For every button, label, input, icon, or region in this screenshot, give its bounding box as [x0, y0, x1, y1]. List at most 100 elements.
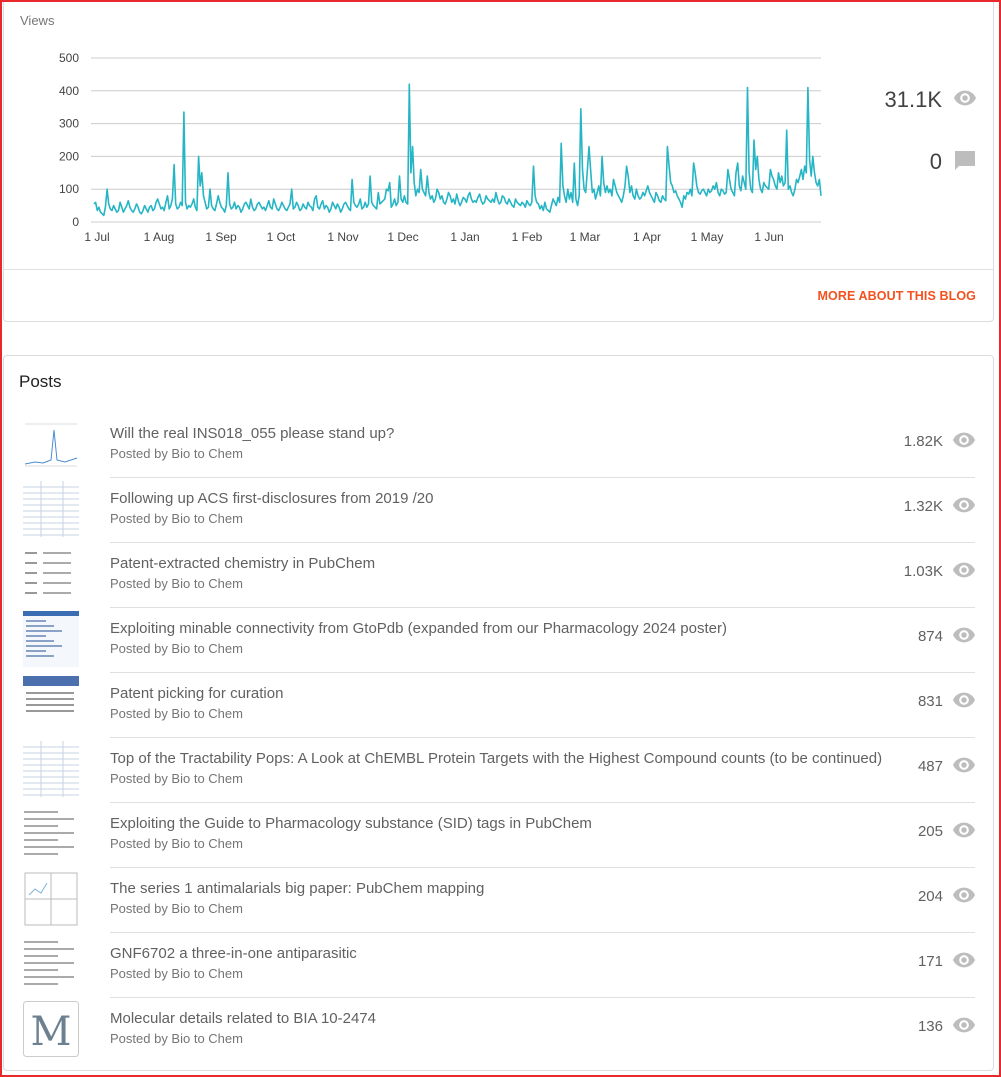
post-view-count: 874 — [917, 628, 943, 645]
grid-thumb-icon[interactable] — [23, 871, 79, 927]
post-byline: Posted by Bio to Chem — [110, 576, 243, 591]
more-about-blog-link[interactable]: MORE ABOUT THIS BLOG — [817, 289, 976, 303]
post-row[interactable]: The series 1 antimalarials big paper: Pu… — [19, 868, 975, 933]
table-thumb-icon[interactable] — [23, 741, 79, 797]
eye-icon — [953, 1017, 975, 1038]
post-byline: Posted by Bio to Chem — [110, 836, 243, 851]
post-view-count: 204 — [917, 888, 943, 905]
eye-icon — [953, 692, 975, 713]
post-byline: Posted by Bio to Chem — [110, 446, 243, 461]
row-divider — [110, 932, 975, 933]
poster-thumb-icon[interactable] — [23, 611, 79, 667]
row-divider — [110, 672, 975, 673]
x-tick-label: 1 Sep — [205, 230, 237, 244]
post-byline: Posted by Bio to Chem — [110, 511, 243, 526]
post-view-count: 205 — [917, 823, 943, 840]
eye-icon — [953, 562, 975, 583]
svg-text:M: M — [31, 1009, 72, 1055]
row-divider — [110, 737, 975, 738]
row-divider — [110, 997, 975, 998]
views-series-line — [93, 83, 822, 217]
table-thumb-icon[interactable] — [23, 481, 79, 537]
row-divider — [110, 802, 975, 803]
stats-divider — [4, 269, 993, 270]
post-title[interactable]: Molecular details related to BIA 10-2474 — [110, 1010, 376, 1027]
post-row[interactable]: Patent-extracted chemistry in PubChem Pos… — [19, 543, 975, 608]
views-chart: 0 100 200 300 400 500 1 Jul 1 Aug 1 Sep 1 Oct 1 No… — [59, 51, 822, 244]
text-thumb-icon[interactable] — [23, 936, 79, 992]
post-row[interactable]: Exploiting minable connectivity from Gto… — [19, 608, 975, 673]
x-tick-label: 1 Mar — [570, 230, 601, 244]
post-row[interactable]: Patent picking for curation Posted by Bio… — [19, 673, 975, 738]
views-label: Views — [20, 13, 55, 28]
post-view-count: 1.82K — [903, 433, 943, 450]
post-view-count: 1.32K — [903, 498, 943, 515]
post-byline: Posted by Bio to Chem — [110, 706, 243, 721]
post-byline: Posted by Bio to Chem — [110, 771, 243, 786]
list-thumb-icon[interactable] — [23, 546, 79, 602]
x-tick-label: 1 Dec — [387, 230, 418, 244]
post-row[interactable]: Will the real INS018_055 please stand up… — [19, 413, 975, 478]
post-byline: Posted by Bio to Chem — [110, 966, 243, 981]
y-tick-label: 100 — [59, 182, 79, 196]
post-title[interactable]: The series 1 antimalarials big paper: Pu… — [110, 880, 485, 897]
x-tick-label: 1 Jun — [754, 230, 783, 244]
posts-heading: Posts — [19, 372, 62, 391]
post-row[interactable]: Following up ACS first-disclosures from … — [19, 478, 975, 543]
eye-icon — [954, 90, 976, 106]
post-title[interactable]: Patent-extracted chemistry in PubChem — [110, 555, 376, 572]
post-view-count: 136 — [917, 1018, 943, 1035]
x-tick-label: 1 Jul — [84, 230, 109, 244]
post-title[interactable]: Exploiting minable connectivity from Gto… — [110, 620, 727, 637]
eye-icon — [953, 757, 975, 778]
text-thumb-icon[interactable] — [23, 806, 79, 862]
stats-card: Views 0 100 200 300 400 500 1 Jul 1 Aug 1 Sep 1 O… — [3, 0, 994, 322]
post-title[interactable]: Following up ACS first-disclosures from … — [110, 490, 434, 507]
eye-icon — [953, 497, 975, 518]
y-tick-label: 400 — [59, 84, 79, 98]
x-tick-label: 1 Jan — [450, 230, 479, 244]
x-tick-label: 1 May — [691, 230, 724, 244]
row-divider — [110, 542, 975, 543]
eye-icon — [953, 627, 975, 648]
total-comments-value: 0 — [929, 149, 942, 174]
comment-icon — [955, 151, 975, 170]
x-tick-label: 1 Feb — [512, 230, 543, 244]
chart-thumb-icon[interactable] — [23, 416, 79, 472]
y-tick-label: 300 — [59, 117, 79, 131]
post-row[interactable]: Top of the Tractability Pops: A Look at … — [19, 738, 975, 803]
post-byline: Posted by Bio to Chem — [110, 641, 243, 656]
post-title[interactable]: GNF6702 a three-in-one antiparasitic — [110, 945, 357, 962]
eye-icon — [953, 887, 975, 908]
posts-card: Posts Will the real INS018_055 please st… — [3, 355, 994, 1071]
post-view-count: 487 — [917, 758, 943, 775]
y-tick-label: 500 — [59, 51, 79, 65]
post-title[interactable]: Patent picking for curation — [110, 685, 284, 702]
eye-icon — [953, 952, 975, 973]
total-views-value: 31.1K — [884, 87, 943, 112]
post-row[interactable]: Exploiting the Guide to Pharmacology sub… — [19, 803, 975, 868]
post-view-count: 831 — [917, 693, 943, 710]
post-row[interactable]: GNF6702 a three-in-one antiparasitic Post… — [19, 933, 975, 998]
y-tick-label: 0 — [72, 215, 79, 229]
post-title[interactable]: Exploiting the Guide to Pharmacology sub… — [110, 815, 592, 832]
x-tick-label: 1 Oct — [267, 230, 296, 244]
row-divider — [110, 867, 975, 868]
row-divider — [110, 477, 975, 478]
post-title[interactable]: Top of the Tractability Pops: A Look at … — [110, 750, 883, 767]
post-view-count: 171 — [917, 953, 943, 970]
x-tick-label: 1 Nov — [327, 230, 358, 244]
row-divider — [110, 607, 975, 608]
post-row[interactable]: M Molecular details related to BIA 10-247… — [19, 998, 975, 1063]
post-title[interactable]: Will the real INS018_055 please stand up… — [110, 425, 395, 442]
eye-icon — [953, 432, 975, 453]
letter-m-thumb-icon[interactable]: M — [23, 1001, 79, 1057]
y-tick-label: 200 — [59, 149, 79, 163]
slide-thumb-icon[interactable] — [23, 676, 79, 732]
eye-icon — [953, 822, 975, 843]
x-tick-label: 1 Aug — [144, 230, 175, 244]
post-byline: Posted by Bio to Chem — [110, 901, 243, 916]
post-view-count: 1.03K — [903, 563, 943, 580]
x-tick-label: 1 Apr — [633, 230, 661, 244]
post-byline: Posted by Bio to Chem — [110, 1031, 243, 1046]
